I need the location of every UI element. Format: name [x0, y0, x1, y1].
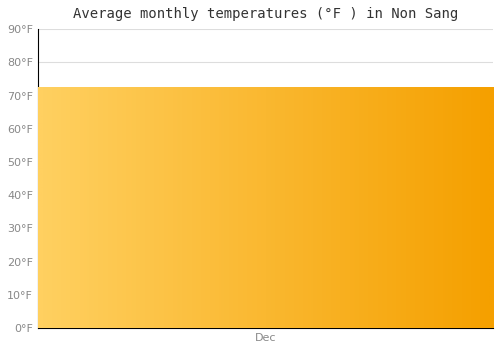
Title: Average monthly temperatures (°F ) in Non Sang: Average monthly temperatures (°F ) in No… — [73, 7, 458, 21]
